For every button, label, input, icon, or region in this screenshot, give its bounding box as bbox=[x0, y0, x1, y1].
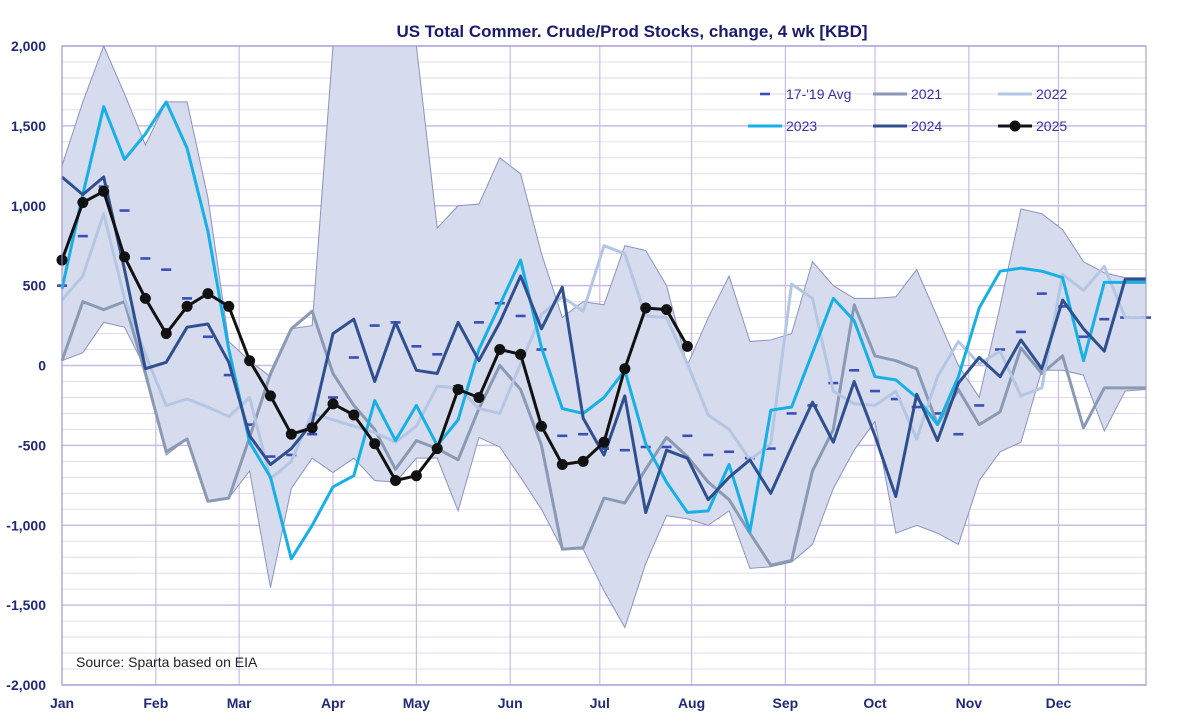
series-2024 bbox=[61, 175, 1146, 514]
y-tick-label: -2,000 bbox=[6, 677, 46, 693]
data-point bbox=[244, 355, 256, 367]
legend-marker bbox=[1009, 120, 1021, 132]
data-point bbox=[598, 436, 610, 448]
legend-item-2022: 2022 bbox=[998, 86, 1067, 102]
data-point bbox=[661, 304, 673, 316]
series-lines bbox=[56, 100, 1151, 567]
x-tick-label: Feb bbox=[143, 695, 168, 711]
source-annotation: Source: Sparta based on EIA bbox=[76, 654, 258, 670]
data-point bbox=[515, 348, 527, 360]
data-point bbox=[410, 470, 422, 482]
data-point bbox=[327, 398, 339, 410]
y-tick-label: 2,000 bbox=[11, 38, 46, 54]
y-tick-label: -1,500 bbox=[6, 597, 46, 613]
legend-label: 2023 bbox=[786, 118, 817, 134]
legend-label: 17-'19 Avg bbox=[786, 86, 851, 102]
x-tick-label: Nov bbox=[956, 695, 983, 711]
x-tick-label: Apr bbox=[321, 695, 346, 711]
axes: 2,000 1,500 1,000 500 0 -500 -1,000 -1,500 -2,00… bbox=[6, 38, 1147, 711]
data-point bbox=[619, 363, 631, 375]
x-tick-label: Aug bbox=[678, 695, 705, 711]
data-point bbox=[98, 185, 110, 197]
x-tick-label: May bbox=[403, 695, 430, 711]
data-point bbox=[369, 438, 381, 450]
data-point bbox=[285, 428, 297, 440]
range-band-lower bbox=[61, 321, 1147, 629]
data-point bbox=[556, 459, 568, 471]
range-band-fill bbox=[62, 46, 1146, 628]
legend-label: 2024 bbox=[911, 118, 942, 134]
range-band bbox=[61, 44, 1147, 629]
data-point bbox=[577, 455, 589, 467]
data-point bbox=[264, 390, 276, 402]
y-tick-label: -1,000 bbox=[6, 517, 46, 533]
x-tick-label: Jan bbox=[50, 695, 74, 711]
data-point bbox=[452, 383, 464, 395]
x-tick-label: Sep bbox=[773, 695, 799, 711]
data-point bbox=[77, 197, 89, 209]
y-tick-label: -500 bbox=[18, 437, 46, 453]
legend-label: 2025 bbox=[1036, 118, 1067, 134]
series-line bbox=[60, 300, 1146, 567]
y-tick-label: 1,000 bbox=[11, 198, 46, 214]
series-line bbox=[61, 175, 1146, 514]
data-point bbox=[223, 300, 235, 312]
y-tick-label: 0 bbox=[38, 358, 46, 374]
data-point bbox=[681, 340, 693, 352]
legend-label: 2021 bbox=[911, 86, 942, 102]
legend-item-2023: 2023 bbox=[748, 118, 817, 134]
x-tick-label: Oct bbox=[863, 695, 887, 711]
legend-item-2021: 2021 bbox=[873, 86, 942, 102]
data-point bbox=[473, 391, 485, 403]
data-point bbox=[535, 420, 547, 432]
x-tick-label: Mar bbox=[227, 695, 252, 711]
data-point bbox=[306, 422, 318, 434]
data-point bbox=[160, 328, 172, 340]
x-tick-label: Jun bbox=[498, 695, 523, 711]
x-tick-label: Jul bbox=[590, 695, 610, 711]
data-point bbox=[640, 302, 652, 314]
series-2021 bbox=[60, 300, 1146, 567]
data-point bbox=[181, 300, 193, 312]
legend-item-2024: 2024 bbox=[873, 118, 942, 134]
legend-label: 2022 bbox=[1036, 86, 1067, 102]
data-point bbox=[348, 409, 360, 421]
data-point bbox=[390, 475, 402, 487]
data-point bbox=[139, 292, 151, 304]
legend-item-2025: 2025 bbox=[998, 118, 1067, 134]
data-point bbox=[202, 288, 214, 300]
y-tick-label: 1,500 bbox=[11, 118, 46, 134]
chart-title: US Total Commer. Crude/Prod Stocks, chan… bbox=[396, 22, 867, 41]
series-2025 bbox=[56, 185, 693, 487]
data-point bbox=[119, 251, 131, 263]
x-tick-label: Dec bbox=[1046, 695, 1072, 711]
legend: 17-'19 Avg 2021 2022 2023 2024 2025 bbox=[748, 86, 1067, 134]
y-tick-label: 500 bbox=[23, 278, 47, 294]
plot-frame bbox=[61, 45, 1147, 686]
data-point bbox=[494, 344, 506, 356]
legend-item-17-19-avg: 17-'19 Avg bbox=[760, 86, 851, 102]
data-point bbox=[431, 443, 443, 455]
